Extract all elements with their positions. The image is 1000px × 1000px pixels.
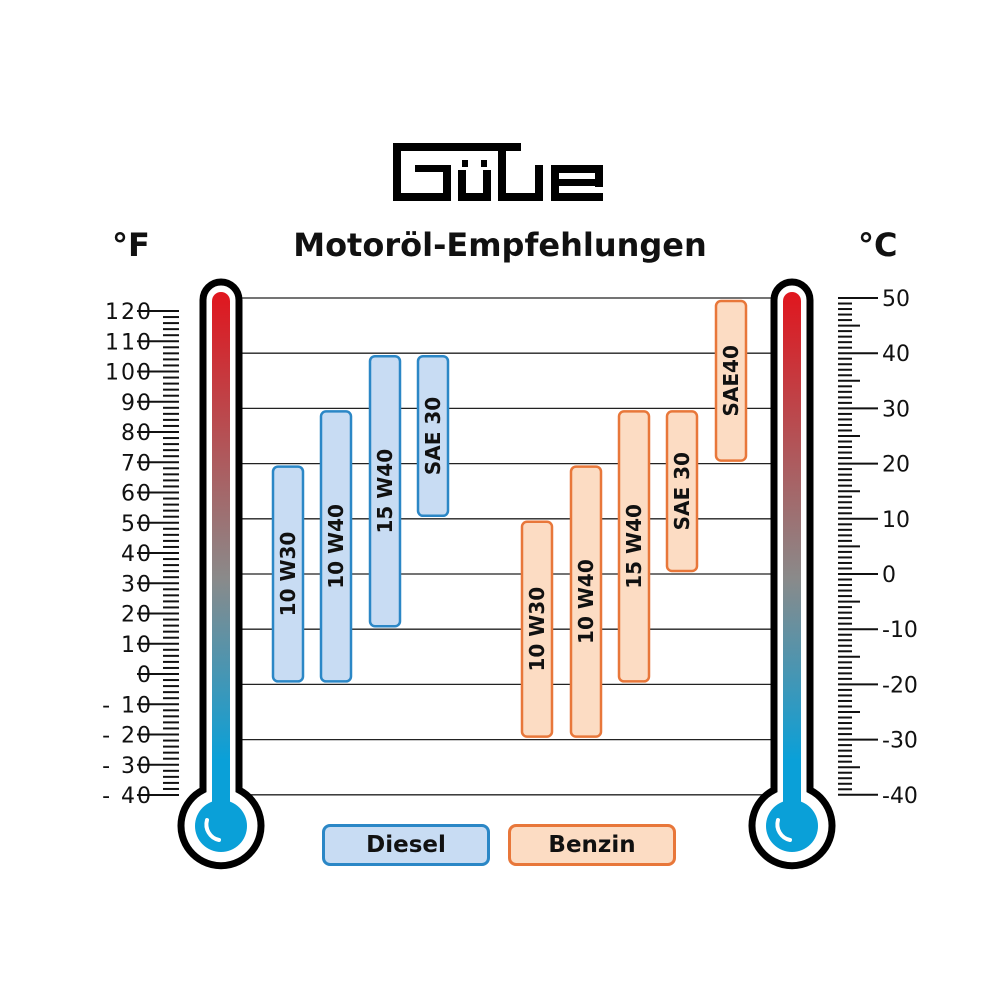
logo-block	[393, 143, 401, 201]
thermometer-column	[212, 292, 230, 812]
logo-block	[535, 165, 543, 201]
logo-block	[551, 165, 559, 201]
celsius-unit-label: °C	[858, 226, 898, 264]
legend-benzin: Benzin	[508, 824, 676, 866]
thermometer-bulb	[195, 800, 247, 852]
logo-block	[559, 179, 603, 186]
celsius-tick-label: -10	[882, 618, 918, 643]
thermometer-left	[177, 278, 265, 870]
fahrenheit-tick-label: 30	[121, 572, 153, 597]
logo-block	[415, 165, 451, 172]
bar-label: 10 W40	[324, 504, 348, 589]
celsius-tick-label: 50	[882, 287, 910, 312]
fahrenheit-tick-label: - 40	[102, 784, 153, 809]
logo-block	[498, 150, 506, 201]
benzin-bar	[665, 410, 699, 573]
fahrenheit-tick-label: 100	[105, 361, 153, 386]
bar-label: 10 W30	[525, 587, 549, 672]
logo-block	[443, 165, 451, 201]
bulb-highlight	[204, 818, 221, 842]
logo: Güde	[393, 143, 603, 201]
thermometer-column	[783, 292, 801, 812]
celsius-tick-label: -40	[882, 784, 918, 809]
legend-diesel: Diesel	[322, 824, 490, 866]
fahrenheit-tick-label: - 30	[102, 754, 153, 779]
celsius-tick-label: 40	[882, 342, 910, 367]
logo-block	[483, 170, 491, 201]
fahrenheit-tick-label: - 20	[102, 724, 153, 749]
celsius-tick-label: 30	[882, 397, 910, 422]
celsius-tick-label: -20	[882, 673, 918, 698]
logo-block	[551, 165, 603, 173]
fahrenheit-tick-label: 60	[121, 482, 153, 507]
thermometer-right	[748, 278, 836, 870]
bar-label: 15 W40	[622, 504, 646, 589]
chart-title: Motoröl-Empfehlungen	[293, 226, 707, 264]
fahrenheit-tick-label: 120	[105, 300, 153, 325]
fahrenheit-tick-label: 50	[121, 512, 153, 537]
diesel-bar	[319, 410, 353, 683]
fahrenheit-tick-label: 10	[121, 633, 153, 658]
bar-label: 15 W40	[373, 449, 397, 534]
fahrenheit-tick-label: 80	[121, 421, 153, 446]
logo-block	[393, 143, 521, 151]
benzin-bar	[617, 410, 651, 683]
bar-label: SAE40	[719, 345, 743, 416]
benzin-bar	[520, 520, 554, 738]
fahrenheit-unit-label: °F	[112, 226, 150, 264]
logo-block	[481, 160, 487, 167]
logo-block	[393, 193, 443, 201]
fahrenheit-tick-label: 110	[105, 330, 153, 355]
fahrenheit-tick-label: 40	[121, 542, 153, 567]
bulb-highlight	[775, 818, 792, 842]
celsius-tick-label: -30	[882, 729, 918, 754]
logo-block	[551, 193, 603, 201]
logo-block	[458, 193, 491, 201]
thermometer-bulb	[766, 800, 818, 852]
logo-block	[458, 170, 466, 201]
bar-label: SAE 30	[421, 397, 445, 475]
logo-block	[462, 160, 468, 167]
fahrenheit-tick-label: 20	[121, 603, 153, 628]
diesel-bar	[416, 354, 450, 518]
benzin-bar	[569, 465, 603, 738]
fahrenheit-tick-label: - 10	[102, 693, 153, 718]
logo-block	[595, 165, 603, 187]
bar-label: SAE 30	[670, 452, 694, 530]
celsius-tick-label: 20	[882, 453, 910, 478]
bar-label: 10 W30	[276, 532, 300, 617]
diesel-bar	[271, 465, 305, 683]
diesel-bar	[368, 354, 402, 628]
benzin-bar	[714, 299, 748, 462]
fahrenheit-tick-label: 90	[121, 391, 153, 416]
celsius-tick-label: 10	[882, 508, 910, 533]
fahrenheit-tick-label: 0	[137, 663, 153, 688]
fahrenheit-tick-label: 70	[121, 451, 153, 476]
logo-block	[498, 193, 543, 201]
celsius-tick-label: 0	[882, 563, 896, 588]
bar-label: 10 W40	[574, 559, 598, 644]
